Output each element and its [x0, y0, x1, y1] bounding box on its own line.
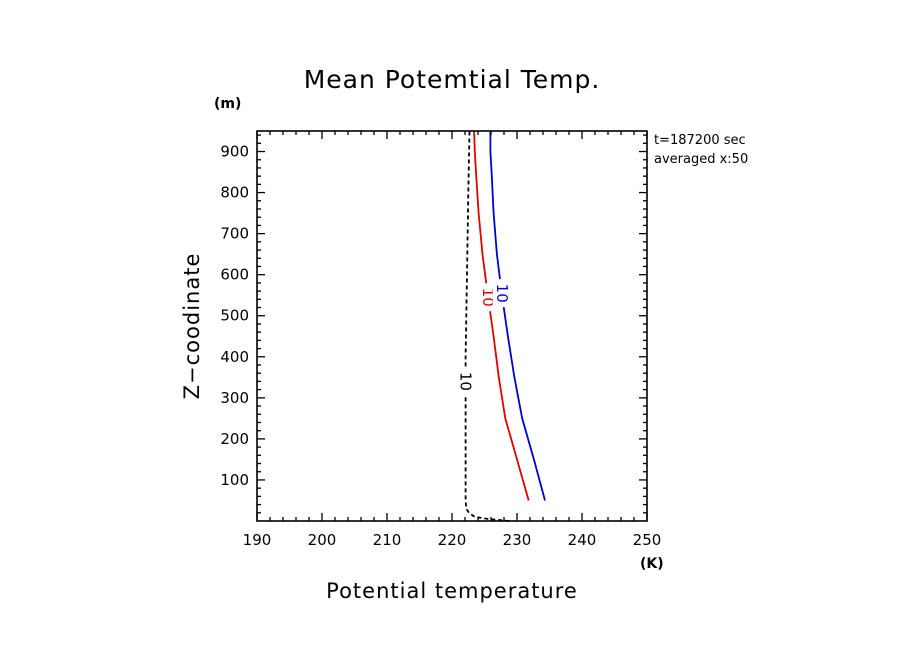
- x-unit-label: (K): [640, 556, 664, 572]
- x-axis-label: Potential temperature: [326, 579, 578, 603]
- y-tick-label: 100: [220, 471, 249, 489]
- annotation-mask: [776, 125, 904, 175]
- contour-label-mask: [492, 279, 511, 308]
- x-tick-label: 200: [308, 531, 337, 549]
- y-tick-label: 900: [220, 143, 249, 161]
- series-line-1: [473, 130, 530, 501]
- chart-title: Mean Potemtial Temp.: [304, 65, 601, 94]
- x-tick-label: 190: [243, 531, 272, 549]
- x-tick-label: 240: [568, 531, 597, 549]
- contour-label-mask: [456, 367, 475, 396]
- contour-label: 10: [457, 372, 475, 391]
- y-tick-label: 200: [220, 430, 249, 448]
- y-tick-label: 400: [220, 348, 249, 366]
- series-line-0: [464, 130, 510, 522]
- contour-label: 10: [493, 284, 511, 303]
- contour-label: 10: [479, 288, 497, 307]
- y-tick-label: 500: [220, 307, 249, 325]
- series-line-2: [489, 131, 546, 501]
- y-tick-label: 300: [220, 389, 249, 407]
- x-tick-label: 250: [633, 531, 662, 549]
- annotation-time: t=187200 sec: [654, 133, 746, 148]
- contour-label-mask: [479, 283, 498, 312]
- y-axis-label: Z−coodinate: [180, 253, 204, 400]
- x-tick-label: 230: [503, 531, 532, 549]
- x-tick-label: 210: [373, 531, 402, 549]
- y-tick-label: 600: [220, 266, 249, 284]
- annotation-average: averaged x:50: [654, 152, 748, 167]
- axes-layer: 190 200 210 220 230 240 250 100 200 300 400 500 600 7…: [220, 131, 661, 549]
- y-unit-label: (m): [214, 96, 241, 112]
- x-tick-label: 220: [438, 531, 467, 549]
- y-tick-label: 800: [220, 184, 249, 202]
- y-tick-label: 700: [220, 225, 249, 243]
- plot-frame: [256, 130, 648, 522]
